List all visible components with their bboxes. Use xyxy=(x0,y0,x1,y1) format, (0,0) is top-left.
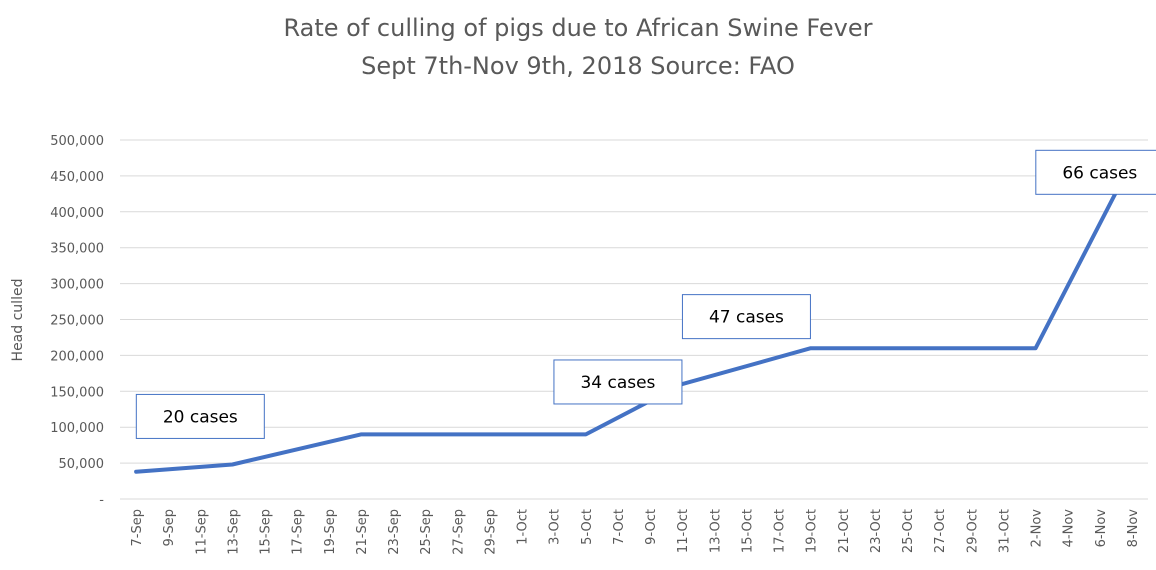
annotation-text: 20 cases xyxy=(163,407,238,427)
x-tick-label: 25-Oct xyxy=(901,509,916,553)
x-tick-label: 29-Oct xyxy=(965,509,980,553)
y-tick-label: 500,000 xyxy=(50,134,104,149)
x-tick-label: 15-Sep xyxy=(259,509,274,555)
x-tick-labels: 7-Sep 9-Sep 11-Sep 13-Sep 15-Sep 17-Sep 19-Sep… xyxy=(130,509,1141,555)
gridlines xyxy=(120,139,1148,500)
annotation-callout: 34 cases xyxy=(553,359,683,405)
annotation-callout: 66 cases xyxy=(1035,149,1156,195)
annotation-box xyxy=(135,393,265,439)
annotation-box xyxy=(553,359,683,405)
y-tick-label: 350,000 xyxy=(50,242,104,257)
x-tick-label: 19-Sep xyxy=(323,509,338,555)
y-tick-label: 450,000 xyxy=(50,170,104,185)
y-tick-label: 50,000 xyxy=(59,457,105,472)
y-tick-label: 200,000 xyxy=(50,349,104,364)
x-tick-label: 17-Oct xyxy=(773,509,788,553)
x-tick-label: 21-Sep xyxy=(355,509,370,555)
x-tick-label: 2-Nov xyxy=(1030,509,1045,548)
series xyxy=(134,159,1134,474)
x-tick-label: 3-Oct xyxy=(548,509,563,545)
y-tick-label: 250,000 xyxy=(50,314,104,329)
x-tick-label: 13-Sep xyxy=(226,509,241,555)
x-tick-label: 17-Sep xyxy=(291,509,306,555)
annotations: 20 cases 34 cases 47 cases 66 cases xyxy=(135,149,1156,439)
y-tick-labels: - 50,000 100,000 150,000 200,000 250,000 300,0… xyxy=(50,134,104,508)
x-tick-label: 31-Oct xyxy=(997,509,1012,553)
x-tick-label: 13-Oct xyxy=(708,509,723,553)
y-tick-label: 100,000 xyxy=(50,421,104,436)
x-tick-label: 29-Sep xyxy=(483,509,498,555)
x-tick-label: 7-Sep xyxy=(130,509,145,546)
x-tick-label: 8-Nov xyxy=(1126,509,1141,548)
x-tick-label: 23-Oct xyxy=(869,509,884,553)
x-tick-label: 4-Nov xyxy=(1062,509,1077,548)
x-tick-label: 7-Oct xyxy=(612,509,627,545)
x-tick-label: 21-Oct xyxy=(837,509,852,553)
x-tick-label: 25-Sep xyxy=(419,509,434,555)
annotation-box xyxy=(681,294,811,340)
x-tick-label: 9-Oct xyxy=(644,509,659,545)
x-tick-label: 23-Sep xyxy=(387,509,402,555)
y-tick-label: 150,000 xyxy=(50,385,104,400)
annotation-callout: 20 cases xyxy=(135,393,265,439)
x-tick-label: 9-Sep xyxy=(162,509,177,546)
annotation-callout: 47 cases xyxy=(681,294,811,340)
annotation-text: 47 cases xyxy=(709,308,784,328)
chart-subtitle: Sept 7th-Nov 9th, 2018 Source: FAO xyxy=(361,52,795,80)
x-tick-label: 15-Oct xyxy=(740,509,755,553)
x-tick-label: 6-Nov xyxy=(1094,509,1109,548)
x-tick-label: 27-Oct xyxy=(933,509,948,553)
y-tick-label: 400,000 xyxy=(50,206,104,221)
annotation-text: 66 cases xyxy=(1062,163,1137,183)
x-tick-label: 11-Oct xyxy=(676,509,691,553)
chart-title: Rate of culling of pigs due to African S… xyxy=(283,14,872,42)
y-tick-label: 300,000 xyxy=(50,278,104,293)
x-tick-label: 1-Oct xyxy=(516,509,531,545)
annotation-box xyxy=(1035,149,1156,195)
x-tick-label: 19-Oct xyxy=(805,509,820,553)
annotation-text: 34 cases xyxy=(580,373,655,393)
series-line xyxy=(134,159,1134,474)
x-tick-label: 5-Oct xyxy=(580,509,595,545)
x-tick-label: 11-Sep xyxy=(194,509,209,555)
x-tick-label: 27-Sep xyxy=(451,509,466,555)
y-axis-label: Head culled xyxy=(10,279,26,362)
y-tick-label: - xyxy=(99,493,104,508)
